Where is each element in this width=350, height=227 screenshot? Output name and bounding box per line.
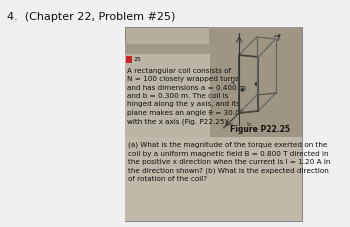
Text: 25: 25 [133, 57, 141, 62]
Bar [125, 45, 210, 55]
Text: (a) What is the magnitude of the torque exerted on the
coil by a uniform magneti: (a) What is the magnitude of the torque … [128, 141, 330, 181]
Text: b: b [247, 121, 251, 126]
Bar [209, 28, 302, 137]
Text: Figure P22.25: Figure P22.25 [230, 124, 290, 133]
Bar [125, 28, 302, 221]
Bar [125, 137, 302, 221]
Bar [125, 55, 210, 137]
Text: A rectangular coil consists of
N = 100 closely wrapped turns
and has dimensions : A rectangular coil consists of N = 100 c… [127, 68, 246, 124]
Text: 4.  (Chapter 22, Problem #25): 4. (Chapter 22, Problem #25) [7, 12, 175, 22]
Bar [126, 57, 132, 64]
Text: a: a [231, 80, 235, 85]
